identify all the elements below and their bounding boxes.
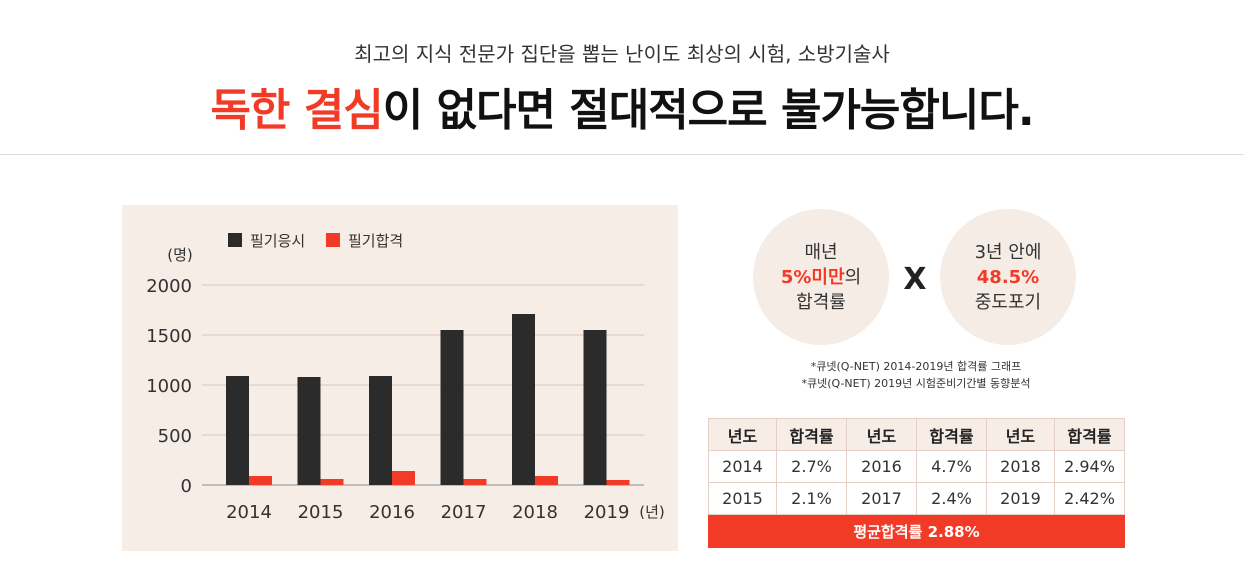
table-cell: 2014 bbox=[708, 450, 777, 483]
bar-chart: 0 500 1000 1500 2000 (명) 2014 2015 2016 2017 2018 2… bbox=[146, 232, 665, 523]
legend-swatch bbox=[228, 233, 242, 247]
table-cell: 2018 bbox=[986, 450, 1055, 483]
table-cell: 2.42% bbox=[1054, 482, 1125, 515]
x-tick-label: 2015 bbox=[298, 502, 344, 523]
bar-applicants bbox=[440, 330, 464, 485]
dropout-circle: 3년 안에 48.5% 중도포기 bbox=[940, 209, 1076, 345]
x-tick-label: 2018 bbox=[512, 502, 558, 523]
pass-rate-highlight: 5%미만 bbox=[780, 266, 845, 288]
average-row: 평균합격률 2.88% bbox=[708, 514, 1125, 548]
pass-rate-suffix: 의 bbox=[844, 266, 862, 288]
chart-panel: 0 500 1000 1500 2000 (명) 2014 2015 2016 2017 2018 2… bbox=[122, 205, 678, 551]
source-note: *큐넷(Q-NET) 2019년 시험준비기간별 동향분석 bbox=[801, 377, 1031, 390]
y-tick-label: 0 bbox=[181, 476, 192, 497]
bar-passed bbox=[463, 479, 487, 485]
table-row: 2014 2.7% 2016 4.7% 2018 2.94% bbox=[708, 450, 1125, 483]
table-cell: 2.1% bbox=[776, 482, 847, 515]
legend-label: 필기합격 bbox=[348, 232, 403, 250]
legend-swatch bbox=[326, 233, 340, 247]
column-header: 년도 bbox=[986, 418, 1055, 451]
table-cell: 2017 bbox=[846, 482, 917, 515]
dropout-line1: 3년 안에 bbox=[974, 241, 1042, 263]
source-notes: *큐넷(Q-NET) 2014-2019년 합격률 그래프 *큐넷(Q-NET)… bbox=[708, 358, 1124, 392]
dropout-line3: 중도포기 bbox=[974, 291, 1042, 313]
bar-applicants bbox=[226, 376, 249, 485]
dropout-highlight: 48.5% bbox=[976, 266, 1040, 288]
table-cell: 2015 bbox=[708, 482, 777, 515]
bar-applicants bbox=[512, 314, 535, 485]
bar-passed bbox=[249, 476, 272, 485]
table-cell: 4.7% bbox=[916, 450, 987, 483]
x-axis-label: (년) bbox=[639, 503, 665, 521]
legend-label: 필기응시 bbox=[250, 232, 305, 250]
average-value: 2.88% bbox=[927, 522, 980, 541]
table-cell: 2.4% bbox=[916, 482, 987, 515]
bar-applicants bbox=[583, 330, 607, 485]
average-label: 평균합격률 bbox=[853, 522, 923, 541]
bar-passed bbox=[535, 476, 558, 485]
bar-passed bbox=[392, 471, 415, 485]
column-header: 합격률 bbox=[916, 418, 987, 451]
table-header-row: 년도 합격률 년도 합격률 년도 합격률 bbox=[708, 418, 1125, 451]
bar-passed bbox=[320, 479, 344, 485]
pass-rate-circle: 매년 5%미만의 합격률 bbox=[753, 209, 889, 345]
page-headline: 독한 결심이 없다면 절대적으로 불가능합니다. bbox=[0, 74, 1244, 138]
table-row: 2015 2.1% 2017 2.4% 2019 2.42% bbox=[708, 482, 1125, 515]
x-tick-label: 2019 bbox=[584, 502, 630, 523]
times-symbol: X bbox=[903, 262, 927, 297]
table-cell: 2016 bbox=[846, 450, 917, 483]
x-tick-label: 2016 bbox=[369, 502, 415, 523]
pass-rate-table: 년도 합격률 년도 합격률 년도 합격률 2014 2.7% 2016 4.7%… bbox=[708, 418, 1125, 548]
y-tick-label: 500 bbox=[158, 426, 192, 447]
bar-passed bbox=[606, 480, 630, 485]
column-header: 합격률 bbox=[776, 418, 847, 451]
headline-rest: 이 없다면 절대적으로 불가능합니다. bbox=[382, 85, 1035, 136]
y-tick-label: 1000 bbox=[146, 376, 192, 397]
y-tick-label: 2000 bbox=[146, 276, 192, 297]
table-cell: 2.94% bbox=[1054, 450, 1125, 483]
source-note: *큐넷(Q-NET) 2014-2019년 합격률 그래프 bbox=[810, 360, 1022, 373]
y-axis-label: (명) bbox=[167, 246, 193, 264]
page-subtitle: 최고의 지식 전문가 집단을 뽑는 난이도 최상의 시험, 소방기술사 bbox=[354, 42, 890, 66]
y-tick-label: 1500 bbox=[146, 326, 192, 347]
pass-rate-line2: 5%미만의 bbox=[781, 265, 861, 290]
bar-applicants bbox=[369, 376, 392, 485]
header-divider bbox=[0, 154, 1244, 155]
headline-accent: 독한 결심 bbox=[210, 85, 383, 136]
x-tick-label: 2017 bbox=[441, 502, 487, 523]
column-header: 합격률 bbox=[1054, 418, 1125, 451]
column-header: 년도 bbox=[846, 418, 917, 451]
average-cell: 평균합격률 2.88% bbox=[708, 514, 1125, 548]
pass-rate-line3: 합격률 bbox=[796, 291, 846, 313]
pass-rate-line1: 매년 bbox=[804, 241, 838, 263]
table-cell: 2019 bbox=[986, 482, 1055, 515]
column-header: 년도 bbox=[708, 418, 777, 451]
table-cell: 2.7% bbox=[776, 450, 847, 483]
bar-applicants bbox=[297, 377, 321, 485]
x-tick-label: 2014 bbox=[226, 502, 272, 523]
